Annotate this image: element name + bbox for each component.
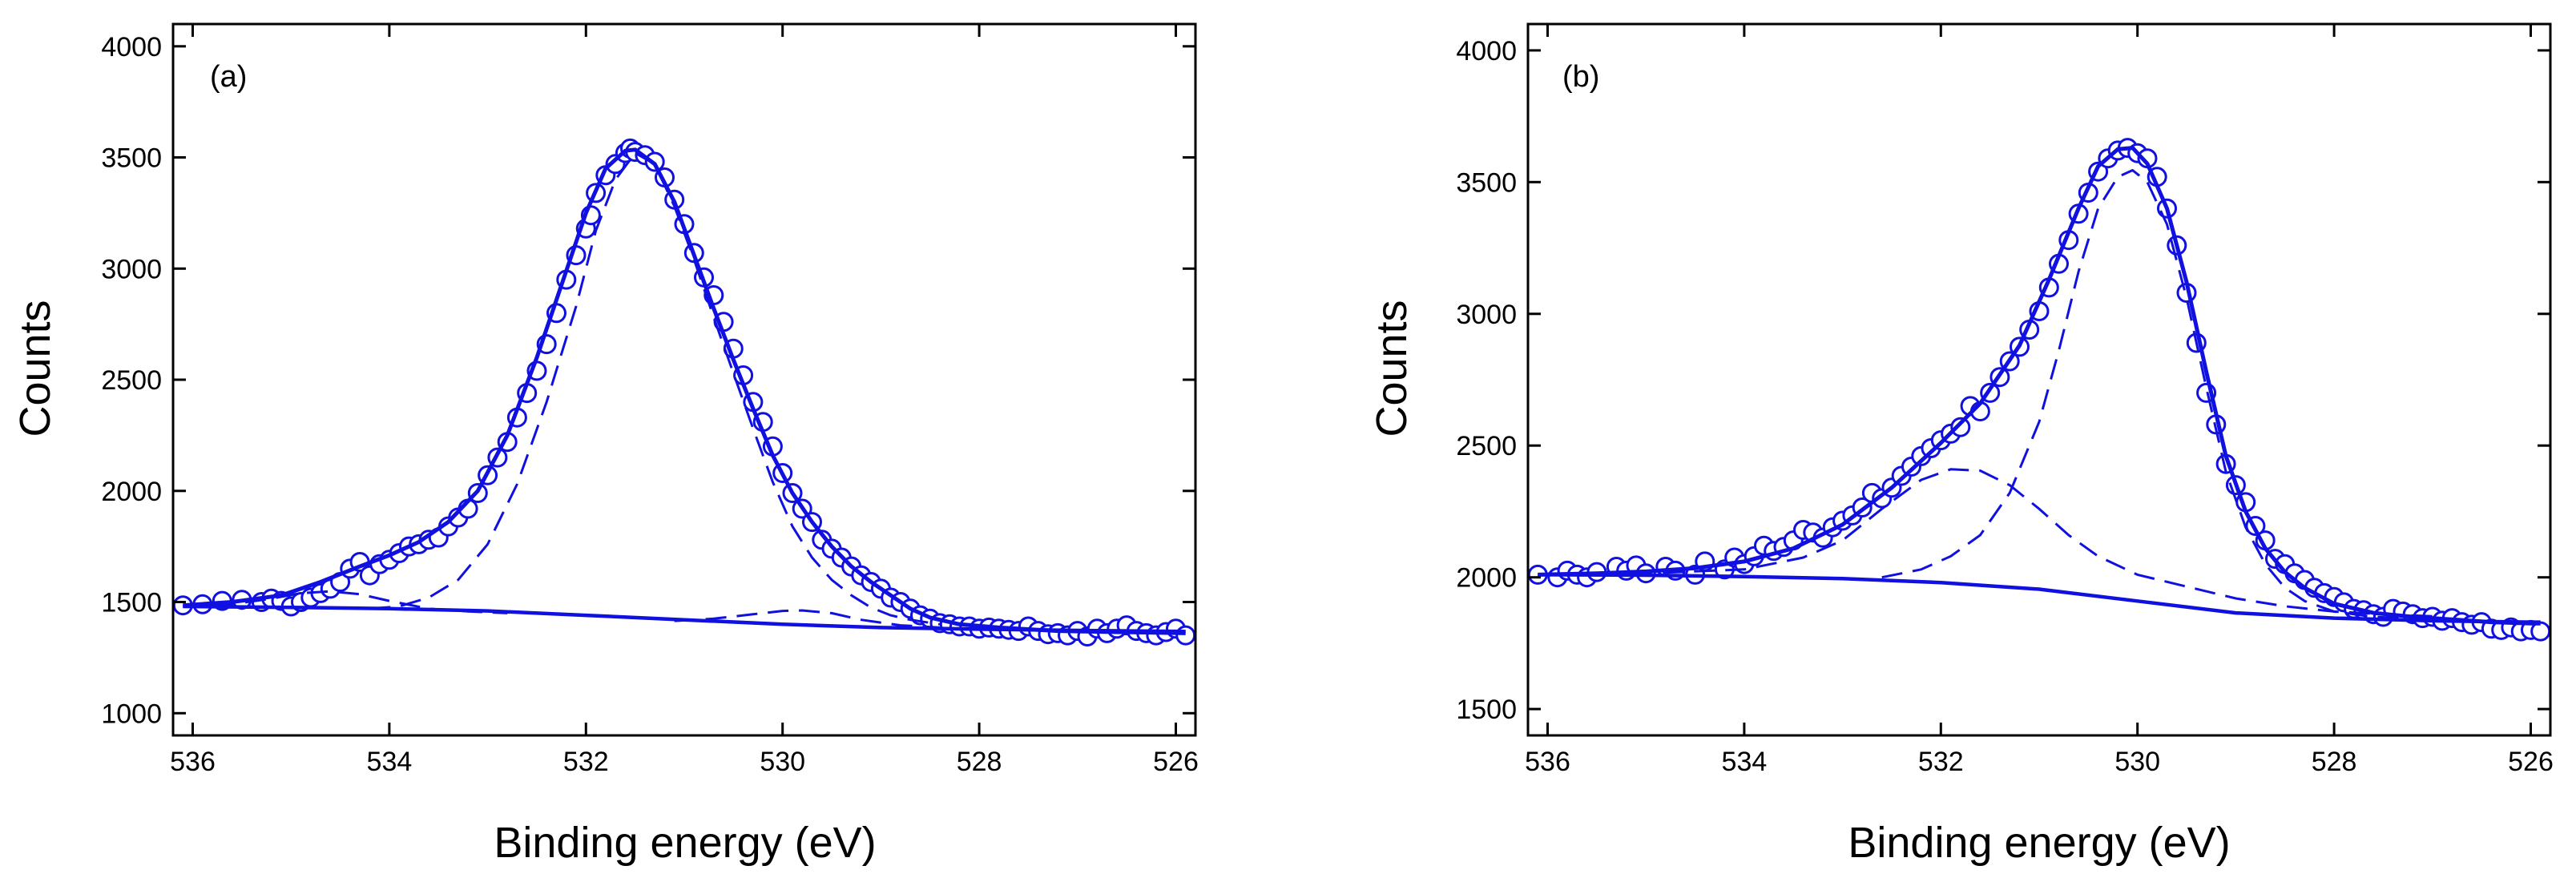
- x-axis-title: Binding energy (eV): [1848, 819, 2230, 867]
- panel-label: (a): [210, 60, 247, 94]
- x-tick-label: 534: [367, 747, 413, 777]
- x-tick-label: 534: [1722, 747, 1768, 777]
- series-measured-data: [1527, 138, 2551, 642]
- data-point: [1950, 417, 1971, 437]
- plot-area: [172, 138, 1196, 646]
- series-component-peak-1: [1538, 468, 2433, 618]
- panel-label: (b): [1562, 60, 1599, 94]
- y-tick-label: 1000: [101, 699, 162, 729]
- data-point: [1175, 625, 1196, 646]
- y-axis-title: Counts: [1368, 300, 1416, 437]
- x-tick-label: 536: [170, 747, 216, 777]
- y-tick-label: 4000: [101, 32, 162, 62]
- plot-area: [1527, 138, 2551, 642]
- y-tick-label: 3000: [1456, 300, 1517, 330]
- y-tick-label: 1500: [1456, 695, 1517, 725]
- axis-ticks: 536 534 532 530 528 526 1000 1500 2000 2500 3000 35…: [101, 24, 1199, 777]
- x-tick-label: 526: [1153, 747, 1199, 777]
- x-tick-label: 526: [2508, 747, 2554, 777]
- plot-frame: [1526, 22, 2552, 737]
- y-tick-label: 3000: [101, 254, 162, 284]
- x-axis-title: Binding energy (eV): [494, 819, 876, 867]
- y-tick-label: 1500: [101, 588, 162, 618]
- series-envelope-fit: [1538, 146, 2541, 626]
- series-component-peak-1: [183, 590, 508, 614]
- y-axis-title: Counts: [11, 300, 59, 437]
- x-tick-label: 528: [957, 747, 1002, 777]
- y-tick-label: 4000: [1456, 36, 1517, 66]
- y-tick-label: 2500: [101, 365, 162, 396]
- series-component-peak-3: [369, 151, 941, 626]
- chart-panel-a: (a) Binding energy (eV) Counts 536 534 532…: [11, 22, 1199, 867]
- x-tick-label: 532: [563, 747, 609, 777]
- y-tick-label: 2000: [1456, 563, 1517, 594]
- x-tick-label: 530: [760, 747, 805, 777]
- x-tick-label: 532: [1918, 747, 1964, 777]
- y-tick-label: 2000: [101, 477, 162, 507]
- y-tick-label: 3500: [101, 143, 162, 174]
- series-measured-data: [172, 138, 1196, 646]
- plot-frame: [171, 22, 1197, 737]
- series-component-peak-2: [1881, 169, 2433, 621]
- axis-ticks: 536 534 532 530 528 526 1500 2000 2500 3000 3500 40…: [1456, 24, 2554, 777]
- series-component-peak-2: [674, 609, 941, 629]
- y-tick-label: 2500: [1456, 431, 1517, 461]
- x-tick-label: 530: [2114, 747, 2160, 777]
- series-background: [1538, 573, 2541, 624]
- chart-panel-b: (b) Binding energy (eV) Counts 536 534 532…: [1368, 22, 2554, 867]
- x-tick-label: 528: [2312, 747, 2357, 777]
- x-tick-label: 536: [1525, 747, 1570, 777]
- series-envelope-fit: [183, 147, 1186, 635]
- y-tick-label: 3500: [1456, 167, 1517, 198]
